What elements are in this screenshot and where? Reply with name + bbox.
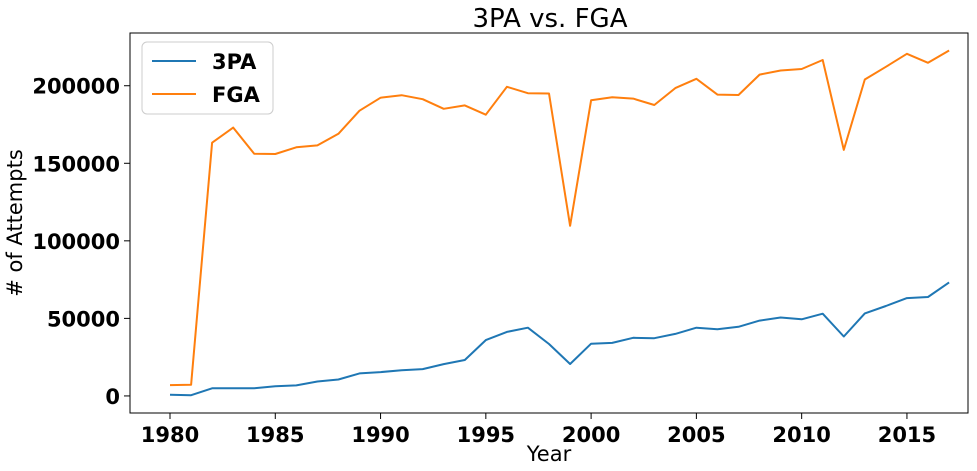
legend-label-3pa: 3PA [212,50,257,74]
x-axis: 1980 1985 1990 1995 2000 2005 2010 2015 [141,413,936,447]
y-axis-label: # of Attempts [3,149,27,297]
x-tick-label: 2015 [878,423,936,447]
x-tick-label: 1995 [457,423,515,447]
legend: 3PA FGA [141,41,274,115]
plot-content [169,49,950,397]
series-line-3pa [169,281,950,397]
y-tick-label: 150000 [32,152,120,176]
y-tick-label: 50000 [47,307,120,331]
x-tick-label: 2010 [772,423,830,447]
x-tick-label: 1980 [141,423,199,447]
x-axis-label: Year [526,442,572,466]
x-tick-label: 1990 [351,423,409,447]
chart-title: 3PA vs. FGA [473,4,628,34]
y-tick-label: 100000 [32,230,120,254]
x-tick-label: 2000 [562,423,620,447]
plot-frame [129,32,969,414]
y-tick-label: 0 [105,385,120,409]
x-tick-label: 1985 [246,423,304,447]
legend-label-fga: FGA [212,83,261,107]
series-line-fga [169,49,950,387]
y-axis: 0 50000 100000 150000 200000 [32,75,130,409]
y-tick-label: 200000 [32,75,120,99]
x-tick-label: 2005 [667,423,725,447]
